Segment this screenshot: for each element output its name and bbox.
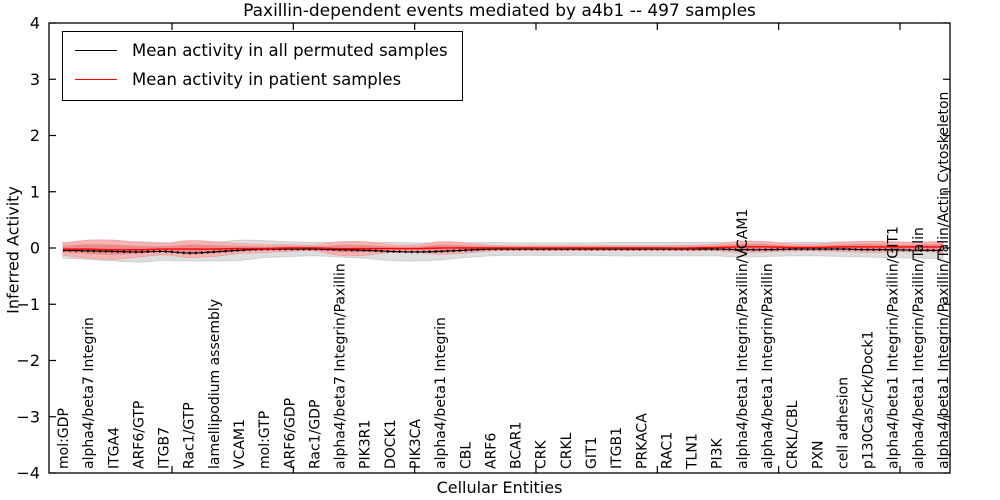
legend-item-patient: Mean activity in patient samples — [75, 70, 448, 90]
x-axis-title: Cellular Entities — [436, 478, 563, 497]
category-label: alpha4/beta7 Integrin — [81, 317, 97, 469]
category-label: cell adhesion — [835, 377, 851, 469]
category-label: CRK — [534, 439, 550, 469]
category-label: alpha4/beta1 Integrin/Paxillin — [760, 263, 776, 469]
y-tick-label: 2 — [30, 126, 40, 145]
category-label: CBL — [458, 442, 474, 469]
y-tick-label: 0 — [30, 239, 40, 258]
legend-label-patient: Mean activity in patient samples — [132, 69, 402, 89]
permuted-mean-line — [62, 248, 943, 254]
category-label: Rac1/GDP — [307, 400, 323, 469]
category-label: ITGB7 — [157, 427, 173, 469]
category-label: VCAM1 — [232, 419, 248, 469]
y-tick-label: −4 — [16, 464, 40, 483]
category-label: alpha4/beta1 Integrin/Paxillin/Talin/Act… — [936, 92, 952, 469]
category-label: mol:GDP — [56, 408, 72, 469]
category-label: DOCK1 — [383, 419, 399, 469]
category-label: alpha4/beta1 Integrin — [433, 317, 449, 469]
category-label: ITGB1 — [609, 427, 625, 469]
category-label: alpha4/beta1 Integrin/Paxillin/VCAM1 — [735, 209, 751, 469]
y-tick-label: 1 — [30, 182, 40, 201]
category-label: PIK3R1 — [358, 420, 374, 469]
category-label: alpha4/beta1 Integrin/Paxillin/GIT1 — [886, 226, 902, 469]
category-label: PIK3CA — [408, 419, 424, 469]
legend: Mean activity in all permuted samples Me… — [62, 31, 463, 101]
y-tick-label: −1 — [16, 295, 40, 314]
category-label: PRKACA — [634, 413, 650, 469]
category-label: alpha4/beta7 Integrin/Paxillin — [333, 263, 349, 469]
category-label: CRKL — [559, 432, 575, 469]
category-label: Rac1/GTP — [182, 402, 198, 469]
y-tick-label: 4 — [30, 14, 40, 33]
category-label: PXN — [810, 440, 826, 469]
y-tick-label: −2 — [16, 351, 40, 370]
category-label: CRKL/CBL — [785, 400, 801, 469]
legend-line-patient-icon — [75, 79, 117, 81]
y-tick-label: −3 — [16, 407, 40, 426]
category-label: RAC1 — [659, 432, 675, 469]
category-label: ITGA4 — [106, 427, 122, 469]
category-label: TLN1 — [685, 433, 701, 470]
category-label: ARF6/GDP — [282, 398, 298, 469]
category-label: ARF6/GTP — [131, 401, 147, 469]
legend-label-permuted: Mean activity in all permuted samples — [132, 41, 448, 60]
chart-title: Paxillin-dependent events mediated by a4… — [243, 1, 756, 21]
legend-line-permuted-icon — [75, 50, 117, 52]
category-label: ARF6 — [483, 433, 499, 469]
patient-mean-line — [62, 246, 943, 251]
category-label: alpha4/beta1 Integrin/Paxillin/Talin — [911, 227, 927, 469]
category-label: p130Cas/Crk/Dock1 — [861, 331, 877, 469]
category-label: lamellipodium assembly — [207, 299, 223, 469]
y-tick-label: 3 — [30, 70, 40, 89]
category-label: GIT1 — [584, 437, 600, 469]
patient-band-core — [63, 243, 943, 255]
category-label: BCAR1 — [509, 422, 525, 469]
legend-item-permuted: Mean activity in all permuted samples — [75, 41, 448, 61]
category-label: mol:GTP — [257, 411, 273, 469]
category-label: PI3K — [710, 438, 726, 469]
y-axis-title: Inferred Activity — [3, 186, 23, 314]
